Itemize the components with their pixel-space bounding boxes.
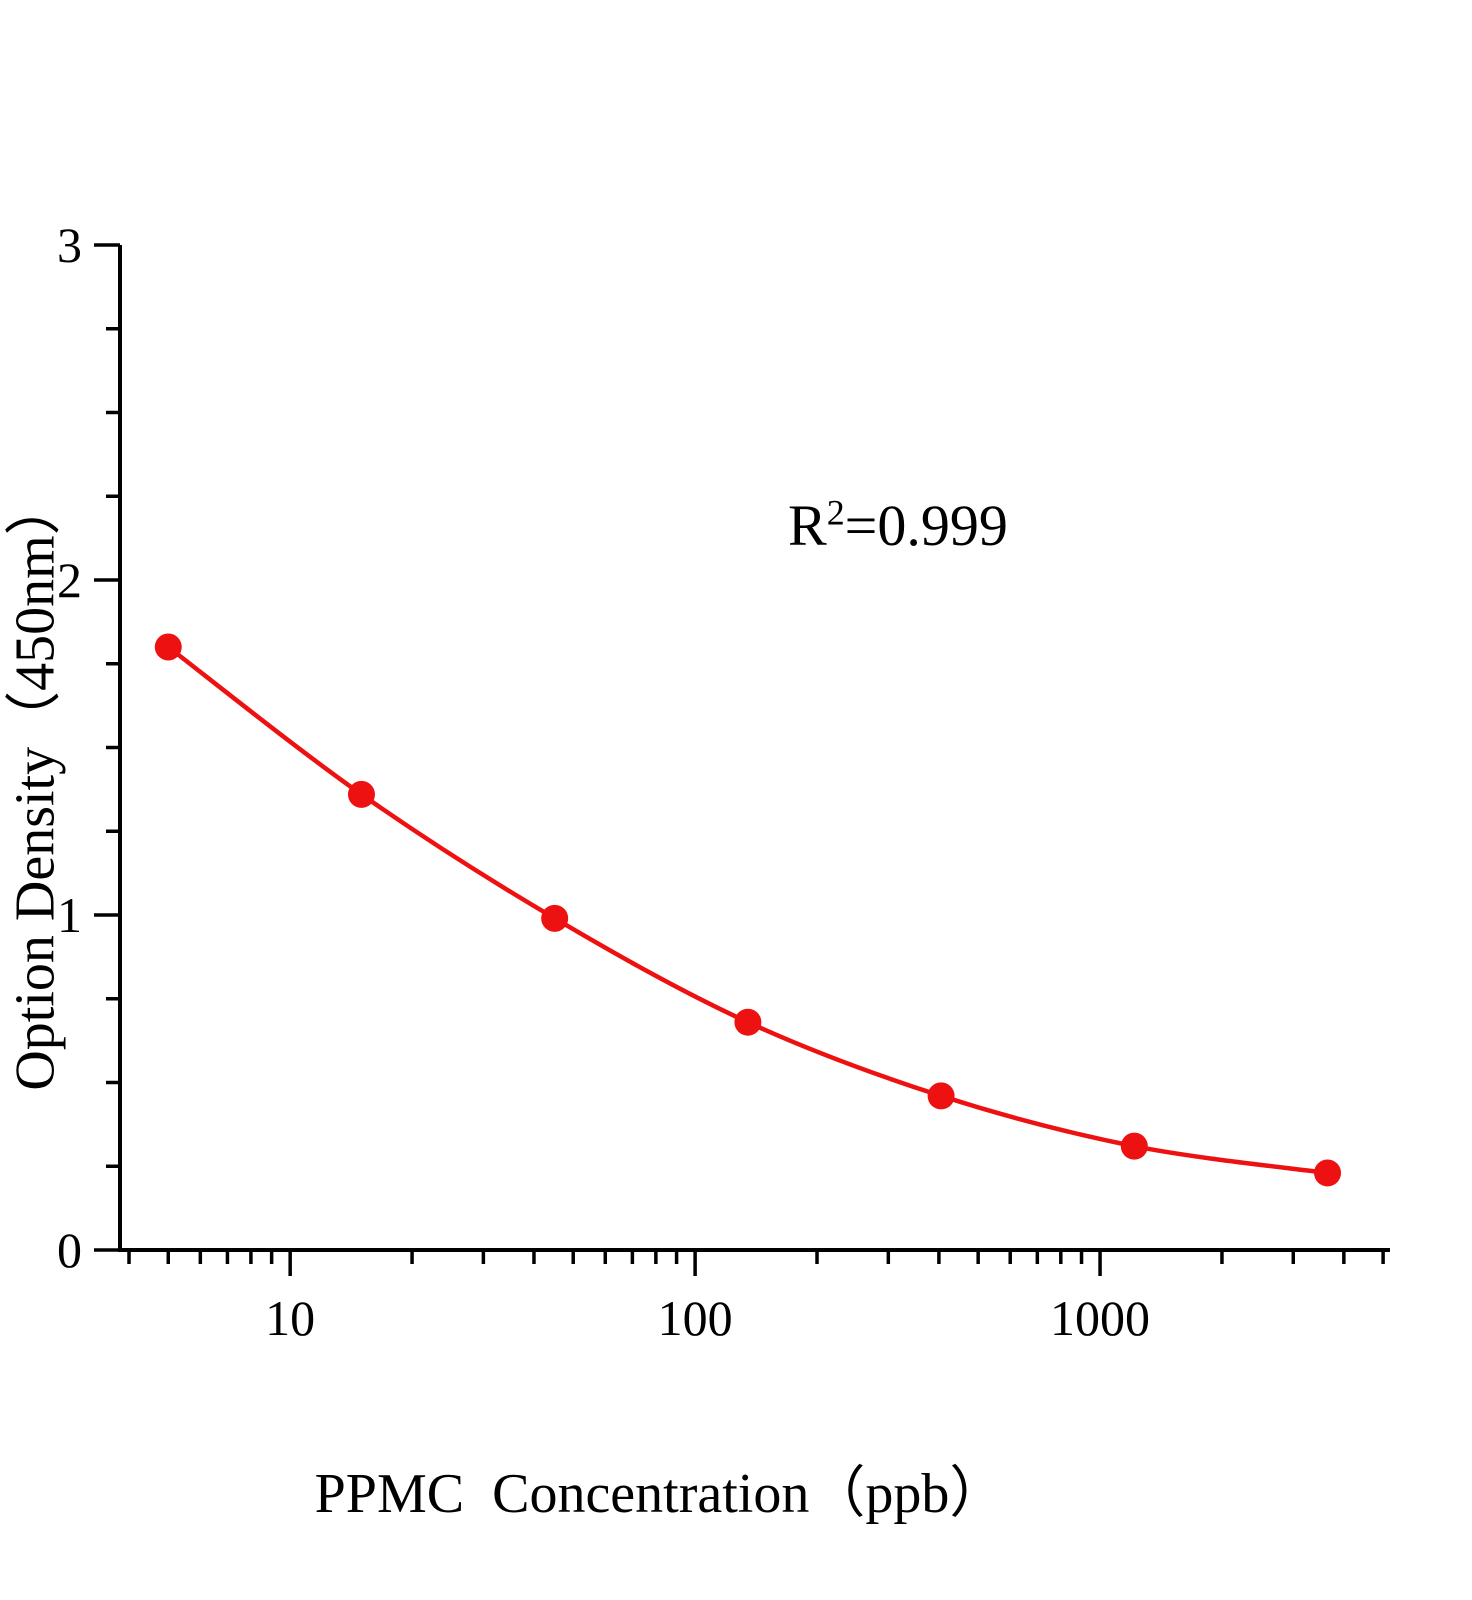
x-tick-label: 10: [265, 1290, 315, 1346]
data-point-marker: [347, 780, 375, 808]
x-axis-label: PPMC Concentration（ppb）: [314, 1463, 1006, 1525]
r-squared-base: R: [788, 493, 827, 558]
data-point-marker: [927, 1082, 955, 1110]
r-squared-sup: 2: [826, 492, 845, 533]
x-tick-label: 100: [658, 1290, 733, 1346]
y-tick-label: 0: [57, 1222, 82, 1278]
fit-curve: [166, 645, 1328, 1176]
x-tick-label: 1000: [1050, 1290, 1150, 1346]
data-point-marker: [734, 1008, 762, 1036]
y-tick-label: 2: [57, 552, 82, 608]
data-point-marker: [154, 633, 182, 661]
data-point-marker: [541, 904, 569, 932]
r-squared-value: =0.999: [844, 493, 1008, 558]
y-tick-label: 3: [57, 217, 82, 273]
y-axis-label: Option Density（450nm）: [4, 479, 67, 1091]
data-point-marker: [1314, 1159, 1342, 1187]
data-point-marker: [1120, 1132, 1148, 1160]
r-squared-annotation: R2=0.999: [788, 492, 1008, 559]
y-tick-label: 1: [57, 887, 82, 943]
